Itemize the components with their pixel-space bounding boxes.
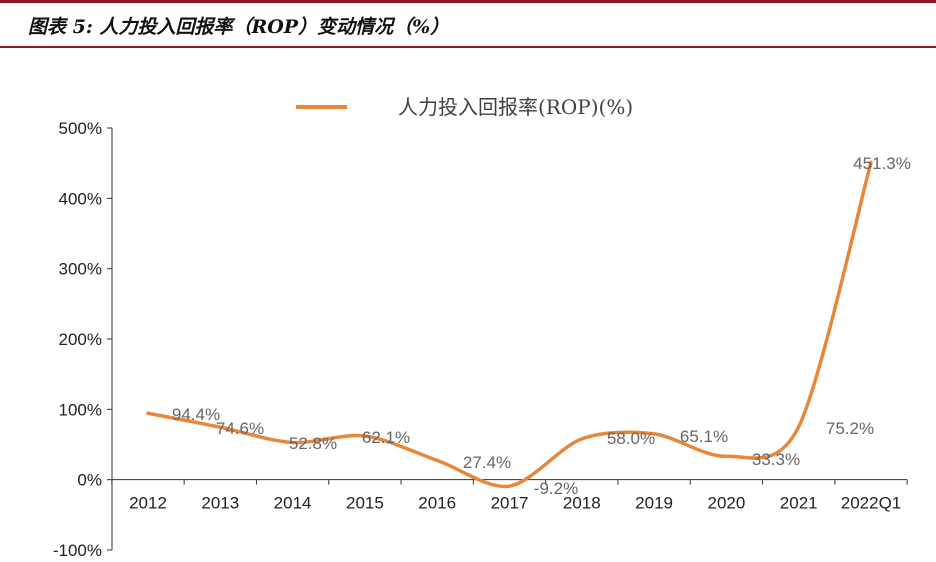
- y-tick-label: 300%: [59, 260, 102, 279]
- data-label: 52.8%: [289, 434, 337, 453]
- data-label: 94.4%: [172, 405, 220, 424]
- x-tick-label: 2016: [418, 494, 456, 513]
- x-tick-label: 2020: [707, 494, 745, 513]
- data-label: 62.1%: [362, 428, 410, 447]
- y-tick-label: 100%: [59, 400, 102, 419]
- top-rule: [0, 0, 936, 3]
- data-label: 58.0%: [607, 429, 655, 448]
- data-label: -9.2%: [534, 479, 578, 498]
- x-tick-label: 2017: [491, 494, 529, 513]
- data-label: 27.4%: [463, 453, 511, 472]
- x-tick-label: 2013: [201, 494, 239, 513]
- x-tick-label: 2021: [780, 494, 818, 513]
- legend: 人力投入回报率(ROP)(%): [296, 95, 633, 119]
- data-label: 33.3%: [752, 450, 800, 469]
- y-tick-label: 400%: [59, 189, 102, 208]
- series-line-group: [146, 160, 873, 489]
- x-tick-label: 2014: [274, 494, 312, 513]
- y-tick-label: 200%: [59, 330, 102, 349]
- y-tick-label: 500%: [59, 119, 102, 138]
- data-label: 451.3%: [853, 154, 911, 173]
- y-tick-label: 0%: [77, 471, 102, 490]
- data-label: 75.2%: [826, 419, 874, 438]
- data-label: 65.1%: [680, 427, 728, 446]
- x-tick-label: 2012: [129, 494, 167, 513]
- x-tick-label: 2018: [563, 494, 601, 513]
- x-tick-label: 2019: [635, 494, 673, 513]
- legend-label: 人力投入回报率(ROP)(%): [398, 95, 633, 119]
- x-tick-label: 2015: [346, 494, 384, 513]
- figure-title: 图表 5: 人力投入回报率（ROP）变动情况（%）: [28, 16, 450, 38]
- y-tick-label: -100%: [53, 541, 102, 560]
- data-label-group: 94.4%74.6% 52.8% 62.1% 27.4% -9.2% 58.0% 65.1%…: [172, 154, 911, 498]
- axes: 500% 400% 300% 200% 100% 0% -100% 2012 2013 2014 2…: [53, 119, 908, 560]
- title-rule: [0, 46, 936, 48]
- x-tick-label: 2022Q1: [841, 494, 902, 513]
- series-line: [146, 160, 873, 489]
- data-label: 74.6%: [216, 419, 264, 438]
